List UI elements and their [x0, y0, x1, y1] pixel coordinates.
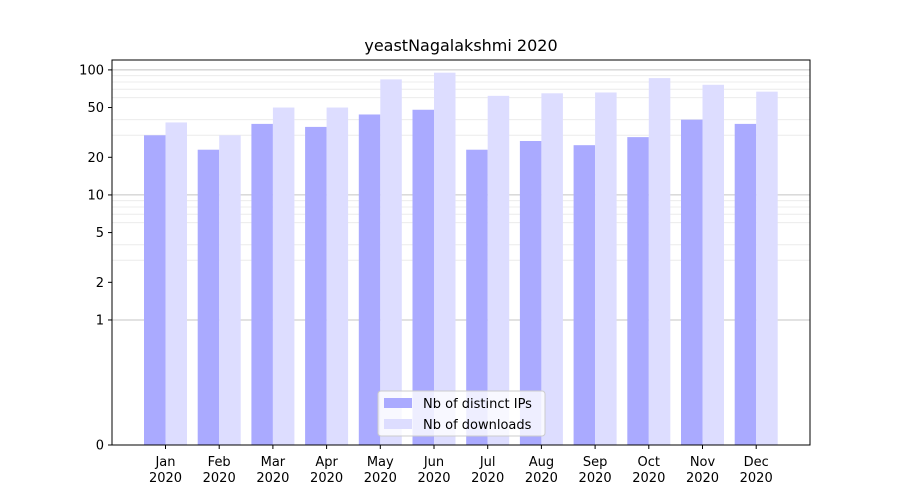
x-tick-label-year: 2020	[740, 471, 773, 486]
bar-distinct-ips	[358, 114, 381, 445]
bars-layer	[144, 72, 778, 446]
x-tick-label-year: 2020	[632, 471, 665, 486]
x-tick-label-year: 2020	[417, 471, 450, 486]
bar-downloads	[165, 122, 187, 445]
x-tick-label-year: 2020	[310, 471, 343, 486]
bar-distinct-ips	[573, 145, 596, 445]
x-tick-label-month: Apr	[315, 455, 338, 470]
bar-downloads	[595, 92, 617, 446]
y-tick-label: 2	[96, 276, 104, 291]
legend-box	[377, 390, 546, 437]
legend-label: Nb of distinct IPs	[423, 397, 532, 412]
x-tick-label-year: 2020	[256, 471, 289, 486]
bar-downloads	[487, 95, 510, 446]
x-tick-label-month: Nov	[690, 455, 716, 470]
x-tick-label-year: 2020	[149, 471, 182, 486]
axes-layer: 0125102050100Jan2020Feb2020Mar2020Apr202…	[79, 63, 773, 486]
bar-downloads	[756, 91, 778, 445]
x-tick-label-year: 2020	[364, 471, 397, 486]
bar-distinct-ips	[197, 149, 220, 446]
x-tick-label-year: 2020	[525, 471, 558, 486]
bar-downloads	[326, 107, 349, 446]
bar-distinct-ips	[144, 135, 166, 445]
bar-downloads	[648, 78, 671, 446]
bar-downloads	[702, 84, 724, 445]
y-tick-label: 1	[96, 313, 104, 328]
x-tick-label-year: 2020	[579, 471, 612, 486]
plot-frame	[111, 59, 811, 446]
y-tick-label: 10	[87, 188, 104, 203]
x-tick-label-month: Dec	[744, 455, 769, 470]
x-tick-label-month: Jan	[154, 455, 175, 470]
bar-downloads	[272, 107, 295, 446]
x-tick-label-year: 2020	[203, 471, 236, 486]
y-tick-label: 5	[96, 226, 104, 241]
legend: Nb of distinct IPs Nb of downloads	[377, 390, 546, 437]
x-tick-label-month: Mar	[261, 455, 286, 470]
bar-distinct-ips	[251, 123, 273, 445]
x-tick-label-month: Sep	[583, 455, 608, 470]
y-tick-label: 50	[87, 101, 104, 116]
x-tick-label-month: May	[367, 455, 394, 470]
x-tick-label-month: Feb	[208, 455, 231, 470]
bar-distinct-ips	[734, 123, 757, 445]
bar-distinct-ips	[519, 140, 542, 445]
bar-downloads	[434, 72, 456, 445]
bar-distinct-ips	[412, 109, 434, 445]
x-tick-label-year: 2020	[686, 471, 719, 486]
x-tick-label-month: Jun	[423, 455, 444, 470]
legend-swatch	[384, 398, 412, 408]
y-tick-label: 0	[96, 439, 104, 454]
bar-downloads	[219, 135, 241, 445]
chart-title: yeastNagalakshmi 2020	[364, 36, 557, 55]
x-tick-label-year: 2020	[471, 471, 504, 486]
legend-swatch	[384, 419, 412, 429]
x-tick-label-month: Oct	[638, 455, 660, 470]
y-tick-label: 100	[79, 63, 104, 78]
bar-distinct-ips	[681, 119, 703, 446]
bar-distinct-ips	[627, 137, 649, 445]
legend-label: Nb of downloads	[423, 418, 532, 433]
bar-distinct-ips	[466, 149, 488, 446]
y-tick-label: 20	[87, 151, 104, 166]
bar-downloads	[380, 79, 402, 446]
bar-downloads	[541, 93, 563, 446]
x-tick-label-month: Jul	[479, 455, 496, 470]
bar-distinct-ips	[305, 126, 327, 446]
x-tick-label-month: Aug	[529, 455, 554, 470]
